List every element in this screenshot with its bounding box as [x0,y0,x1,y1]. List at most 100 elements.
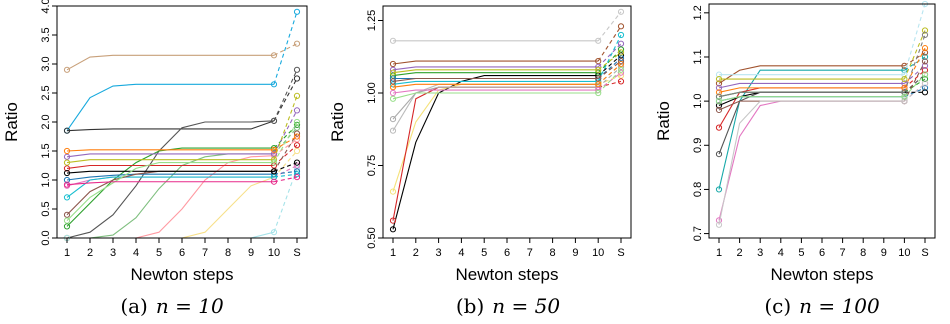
series-dashed [273,11,298,85]
series-dashed [904,74,926,93]
x-tick-label: 9 [248,247,254,259]
y-axis: 0.50 0.75 1.00 1.25 [366,10,383,249]
series-solid [392,89,599,94]
x-tick-label: S [921,247,928,259]
series-solid [66,159,274,164]
s-point [293,75,301,82]
start-point [715,151,723,158]
series-layer [715,0,929,228]
s-point [293,159,301,166]
series-line [715,45,929,96]
x-tick-label: 7 [527,247,533,259]
step10-point [595,81,602,88]
y-tick-label: 1.0 [40,172,52,187]
start-point [63,194,71,201]
y-axis-title: Ratio [654,101,673,141]
s-point [293,168,301,175]
series-solid [392,86,599,221]
start-point [389,95,397,102]
series-layer [389,8,625,233]
s-point [293,136,301,143]
series-line [389,66,625,102]
series-line [63,8,301,134]
start-point [715,102,723,109]
start-point [389,127,397,134]
series-solid [718,87,905,93]
start-point [63,153,71,160]
series-line [389,78,625,224]
s-point [293,121,301,129]
series-solid [392,66,599,71]
x-tick-label: 5 [156,247,162,259]
series-dashed [273,127,298,155]
y-tick-label: 0.5 [40,201,52,216]
x-tick-label: 5 [798,247,804,259]
series-dashed [273,43,298,56]
y-tick-label: 0.75 [366,155,378,176]
start-point [63,159,71,166]
series-dashed [903,74,926,98]
series-line [63,174,301,188]
s-point [617,46,625,53]
s-point [293,130,301,137]
start-point [715,221,723,228]
y-tick-label: 0.9 [692,138,704,153]
x-tick-label: 9 [572,247,578,259]
series-solid [66,54,274,71]
step10-point [270,178,278,185]
y-tick-label: 1.0 [692,93,704,108]
series-line [63,168,301,184]
start-point [715,106,723,114]
caption-prefix: (c) [764,294,791,318]
start-point [715,84,723,91]
series-solid [718,91,905,98]
series-line [389,72,625,195]
series-solid [66,153,274,158]
series-line [389,40,625,73]
series-solid [718,82,905,89]
start-point [715,93,723,100]
x-tick-label: 8 [860,247,866,259]
plot-frame [708,3,936,239]
series-line [715,80,929,228]
series-line [715,49,929,87]
series-line [63,118,301,224]
series-solid [392,75,599,230]
series-dashed [904,83,926,102]
series-dashed [597,66,622,88]
s-point [293,165,301,172]
s-point [921,49,929,56]
s-point [921,62,929,69]
panel-c: 0.7 0.8 0.9 1.0 1.1 1.2 1 2 3 4 5 6 7 8 9 10 S Ratio Ne… [654,0,936,318]
x-tick-label: 2 [737,247,743,259]
x-tick-label: S [617,247,624,259]
series-line [715,27,929,83]
series-solid [66,176,274,198]
y-axis: 0.7 0.8 0.9 1.0 1.1 1.2 [692,5,709,241]
series-solid [392,83,599,88]
start-point [389,78,397,85]
x-tick-label: 2 [413,247,419,259]
s-point [617,23,625,30]
start-point [389,89,397,97]
step10-point [595,58,602,65]
caption-math: n = 100 [799,294,880,318]
series-line [63,92,301,166]
series-solid [718,96,905,102]
series-solid [392,77,599,82]
series-dashed [903,47,926,89]
start-point [63,217,71,224]
series-dashed [273,138,298,157]
s-point [293,8,301,15]
series-line [389,58,625,85]
x-tick-label: 1 [390,247,396,259]
series-line [715,58,929,114]
x-tick-label: 1 [64,247,70,259]
y-axis-title: Ratio [2,102,21,142]
series-solid [718,87,905,128]
series-dashed [273,124,298,149]
series-solid [718,100,905,221]
y-tick-label: 2.5 [40,85,52,100]
s-point [617,58,625,65]
series-dashed [597,43,622,68]
